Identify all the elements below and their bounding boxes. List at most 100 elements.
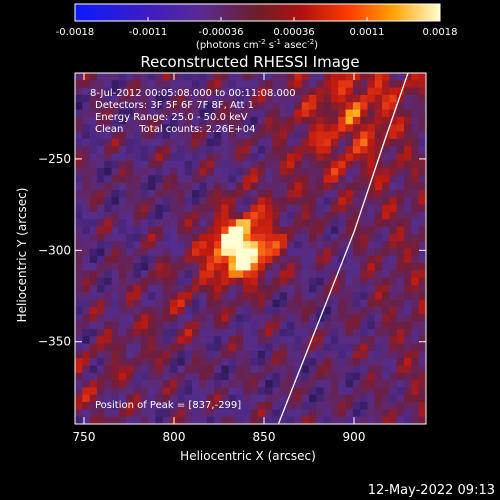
heatmap-cell [148, 131, 156, 140]
heatmap-cell [221, 204, 230, 213]
heatmap-cell [294, 307, 303, 315]
heatmap-cell [140, 80, 149, 89]
heatmap-cell [309, 336, 317, 345]
heatmap-cell [213, 365, 222, 374]
heatmap-cell [228, 116, 237, 125]
heatmap-cell [411, 409, 420, 418]
heatmap-cell [389, 328, 398, 337]
heatmap-cell [294, 328, 303, 337]
heatmap-cell [279, 307, 288, 315]
heatmap-cell [330, 350, 339, 359]
heatmap-cell [170, 409, 178, 418]
heatmap-cell [192, 270, 200, 279]
heatmap-cell [126, 182, 134, 191]
heatmap-cell [250, 255, 259, 264]
heatmap-cell [287, 299, 295, 308]
heatmap-cell [404, 365, 412, 374]
heatmap-cell [170, 182, 178, 191]
heatmap-cell [228, 380, 237, 388]
heatmap-cell [243, 321, 251, 330]
heatmap-cell [235, 248, 244, 257]
heatmap-cell [265, 73, 273, 81]
heatmap-cell [213, 248, 222, 257]
heatmap-cell [316, 138, 325, 147]
heatmap-cell [374, 358, 383, 366]
heatmap-cell [279, 263, 288, 271]
heatmap-cell [257, 197, 266, 206]
heatmap-cell [352, 190, 361, 198]
heatmap-cell [250, 241, 259, 249]
heatmap-cell [118, 307, 127, 315]
heatmap-cell [111, 226, 120, 235]
heatmap-cell [235, 350, 244, 359]
heatmap-cell [257, 350, 266, 359]
heatmap-cell [309, 138, 317, 147]
heatmap-cell [184, 394, 193, 403]
heatmap-cell [250, 233, 259, 242]
heatmap-cell [140, 270, 149, 279]
heatmap-cell [192, 365, 200, 374]
heatmap-cell [177, 255, 186, 264]
heatmap-cell [250, 343, 259, 352]
heatmap-cell [89, 394, 98, 403]
heatmap-cell [316, 277, 325, 286]
heatmap-cell [301, 241, 310, 249]
heatmap-cell [243, 292, 251, 301]
heatmap-cell [294, 241, 303, 249]
heatmap-cell [301, 153, 310, 162]
heatmap-cell [96, 226, 105, 235]
heatmap-cell [235, 409, 244, 418]
heatmap-cell [177, 292, 186, 301]
heatmap-cell [118, 211, 127, 220]
heatmap-cell [396, 87, 405, 96]
heatmap-cell [382, 285, 390, 293]
heatmap-cell [418, 299, 426, 308]
heatmap-cell [133, 211, 142, 220]
heatmap-cell [228, 394, 237, 403]
heatmap-cell [133, 197, 142, 206]
heatmap-cell [126, 116, 134, 125]
heatmap-cell [228, 409, 237, 418]
heatmap-cell [272, 211, 281, 220]
heatmap-cell [396, 146, 405, 154]
heatmap-cell [396, 102, 405, 111]
heatmap-cell [389, 299, 398, 308]
heatmap-cell [104, 219, 113, 228]
heatmap-cell [82, 343, 91, 352]
heatmap-cell [367, 226, 376, 235]
heatmap-cell [170, 270, 178, 279]
heatmap-cell [272, 190, 281, 198]
heatmap-cell [75, 380, 83, 388]
heatmap-cell [301, 138, 310, 147]
heatmap-cell [199, 314, 208, 323]
heatmap-cell [243, 175, 251, 184]
heatmap-cell [148, 387, 156, 396]
heatmap-cell [148, 116, 156, 125]
heatmap-cell [345, 204, 354, 213]
heatmap-cell [82, 146, 91, 154]
heatmap-cell [126, 73, 134, 81]
heatmap-cell [367, 233, 376, 242]
heatmap-cell [389, 270, 398, 279]
heatmap-cell [118, 168, 127, 176]
heatmap-cell [382, 124, 390, 132]
heatmap-cell [338, 394, 347, 403]
heatmap-cell [250, 328, 259, 337]
heatmap-cell [177, 248, 186, 257]
heatmap-cell [330, 248, 339, 257]
info-line-clean: Clean Total counts: 2.26E+04 [95, 124, 255, 135]
heatmap-cell [345, 255, 354, 264]
y-tick-label: −350 [38, 335, 71, 349]
heatmap-cell [75, 160, 83, 169]
heatmap-cell [345, 372, 354, 381]
heatmap-cell [338, 182, 347, 191]
heatmap-cell [228, 387, 237, 396]
heatmap-cell [170, 248, 178, 257]
heatmap-cell [323, 146, 332, 154]
heatmap-cell [206, 380, 215, 388]
heatmap-cell [199, 87, 208, 96]
heatmap-cell [382, 138, 390, 147]
heatmap-cell [294, 131, 303, 140]
heatmap-cell [206, 285, 215, 293]
heatmap-cell [170, 131, 178, 140]
